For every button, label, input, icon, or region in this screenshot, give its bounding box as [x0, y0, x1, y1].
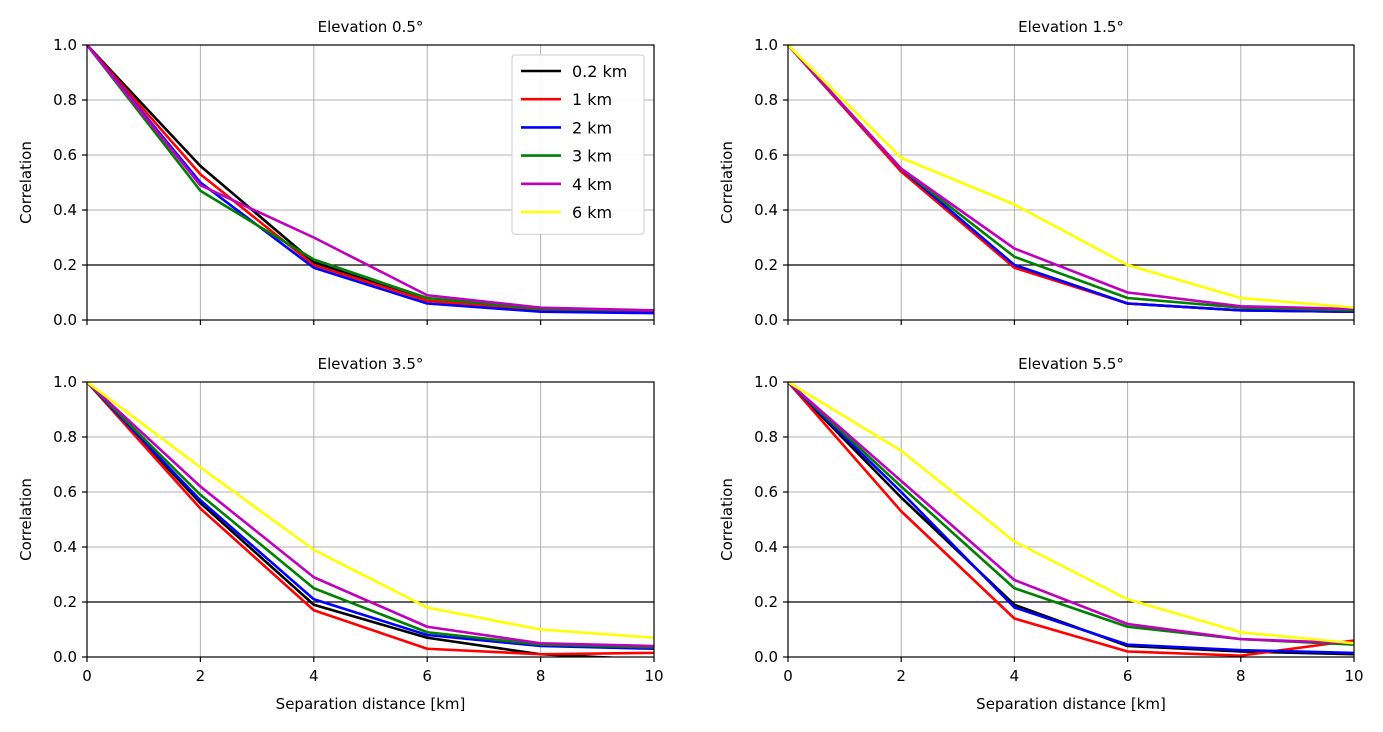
panel-2: 0.0 0.2 0.4 0.6 0.8 1.0 Elevation 1.5° Correlat… [718, 18, 1355, 329]
series-line-3-km [788, 382, 1354, 646]
y-axis-label: Correlation [718, 141, 736, 224]
axes-frame [787, 44, 1355, 321]
y-tick-label: 0.4 [754, 201, 778, 219]
series-line-4-km [788, 382, 1354, 645]
series-line-6-km [788, 45, 1354, 309]
x-axis-label: Separation distance [km] [276, 695, 466, 713]
y-tick-label: 0.8 [53, 91, 77, 109]
panel-3: 0.0 0.2 0.4 0.6 0.8 1.0 0 2 4 6 8 10 Elevation 3.5° C… [17, 355, 664, 713]
x-tick-label: 10 [644, 667, 663, 685]
panel-title: Elevation 1.5° [1018, 18, 1124, 36]
x-tick-label: 8 [536, 667, 546, 685]
panel-title: Elevation 5.5° [1018, 355, 1124, 373]
x-tick-label: 2 [196, 667, 206, 685]
panel-title: Elevation 0.5° [318, 18, 424, 36]
y-axis-label: Correlation [17, 478, 35, 561]
y-tick-label: 0.8 [53, 428, 77, 446]
y-tick-label: 0.2 [53, 593, 77, 611]
panel-1: 0.0 0.2 0.4 0.6 0.8 1.0 Elevation 0.5° Correlat… [17, 18, 655, 329]
legend-label: 0.2 km [572, 62, 627, 81]
y-axis-label: Correlation [718, 478, 736, 561]
axes-frame [86, 44, 655, 321]
series-group [87, 382, 654, 657]
series-line-6-km [788, 382, 1354, 645]
series-line-0-2-km [788, 382, 1354, 656]
y-tick-label: 0.2 [754, 593, 778, 611]
series-line-4-km [788, 45, 1354, 311]
legend-label: 3 km [572, 147, 612, 166]
y-tick-label: 0.8 [754, 91, 778, 109]
y-tick-label: 0.6 [754, 483, 778, 501]
x-tick-label: 0 [82, 667, 92, 685]
series-line-4-km [87, 45, 654, 312]
y-tick-label: 0.6 [754, 146, 778, 164]
x-axis-label: Separation distance [km] [976, 695, 1166, 713]
x-tick-label: 2 [896, 667, 906, 685]
legend-label: 2 km [572, 118, 612, 137]
legend-label: 4 km [572, 175, 612, 194]
series-line-3-km [87, 382, 654, 649]
series-group [87, 45, 654, 315]
panel-4: 0.0 0.2 0.4 0.6 0.8 1.0 0 2 4 6 8 10 Elevation 5.5° C… [718, 355, 1364, 713]
y-tick-label: 1.0 [754, 373, 778, 391]
y-tick-label: 0.6 [53, 483, 77, 501]
y-tick-label: 0.4 [53, 201, 77, 219]
y-tick-label: 1.0 [754, 36, 778, 54]
y-tick-label: 0.0 [53, 311, 77, 329]
y-tick-label: 0.8 [754, 428, 778, 446]
x-tick-label: 8 [1236, 667, 1246, 685]
legend: 0.2 km 1 km 2 km 3 km 4 km 6 km [511, 54, 645, 235]
y-tick-label: 0.2 [53, 256, 77, 274]
series-group [788, 45, 1354, 314]
legend-label: 6 km [572, 203, 612, 222]
series-line-4-km [87, 382, 654, 648]
x-tick-label: 6 [422, 667, 432, 685]
panel-title: Elevation 3.5° [318, 355, 424, 373]
series-line-2-km [87, 382, 654, 651]
series-line-2-km [788, 382, 1354, 655]
series-line-1-km [87, 382, 654, 656]
series-line-1-km [87, 45, 654, 314]
x-tick-label: 0 [783, 667, 793, 685]
legend-label: 1 km [572, 90, 612, 109]
y-tick-label: 0.0 [754, 648, 778, 666]
axes-frame [787, 381, 1355, 658]
series-line-2-km [87, 45, 654, 315]
x-tick-label: 4 [1010, 667, 1020, 685]
y-tick-label: 0.6 [53, 146, 77, 164]
y-tick-label: 0.0 [754, 311, 778, 329]
series-line-6-km [87, 382, 654, 640]
y-tick-label: 0.4 [53, 538, 77, 556]
y-axis-label: Correlation [17, 141, 35, 224]
series-group [788, 382, 1354, 657]
y-tick-label: 1.0 [53, 373, 77, 391]
axes-frame [86, 381, 655, 658]
series-line-1-km [788, 382, 1354, 657]
y-tick-label: 0.0 [53, 648, 77, 666]
x-tick-label: 10 [1344, 667, 1363, 685]
y-tick-label: 1.0 [53, 36, 77, 54]
x-tick-label: 4 [309, 667, 319, 685]
x-tick-label: 6 [1123, 667, 1133, 685]
y-tick-label: 0.4 [754, 538, 778, 556]
y-tick-label: 0.2 [754, 256, 778, 274]
